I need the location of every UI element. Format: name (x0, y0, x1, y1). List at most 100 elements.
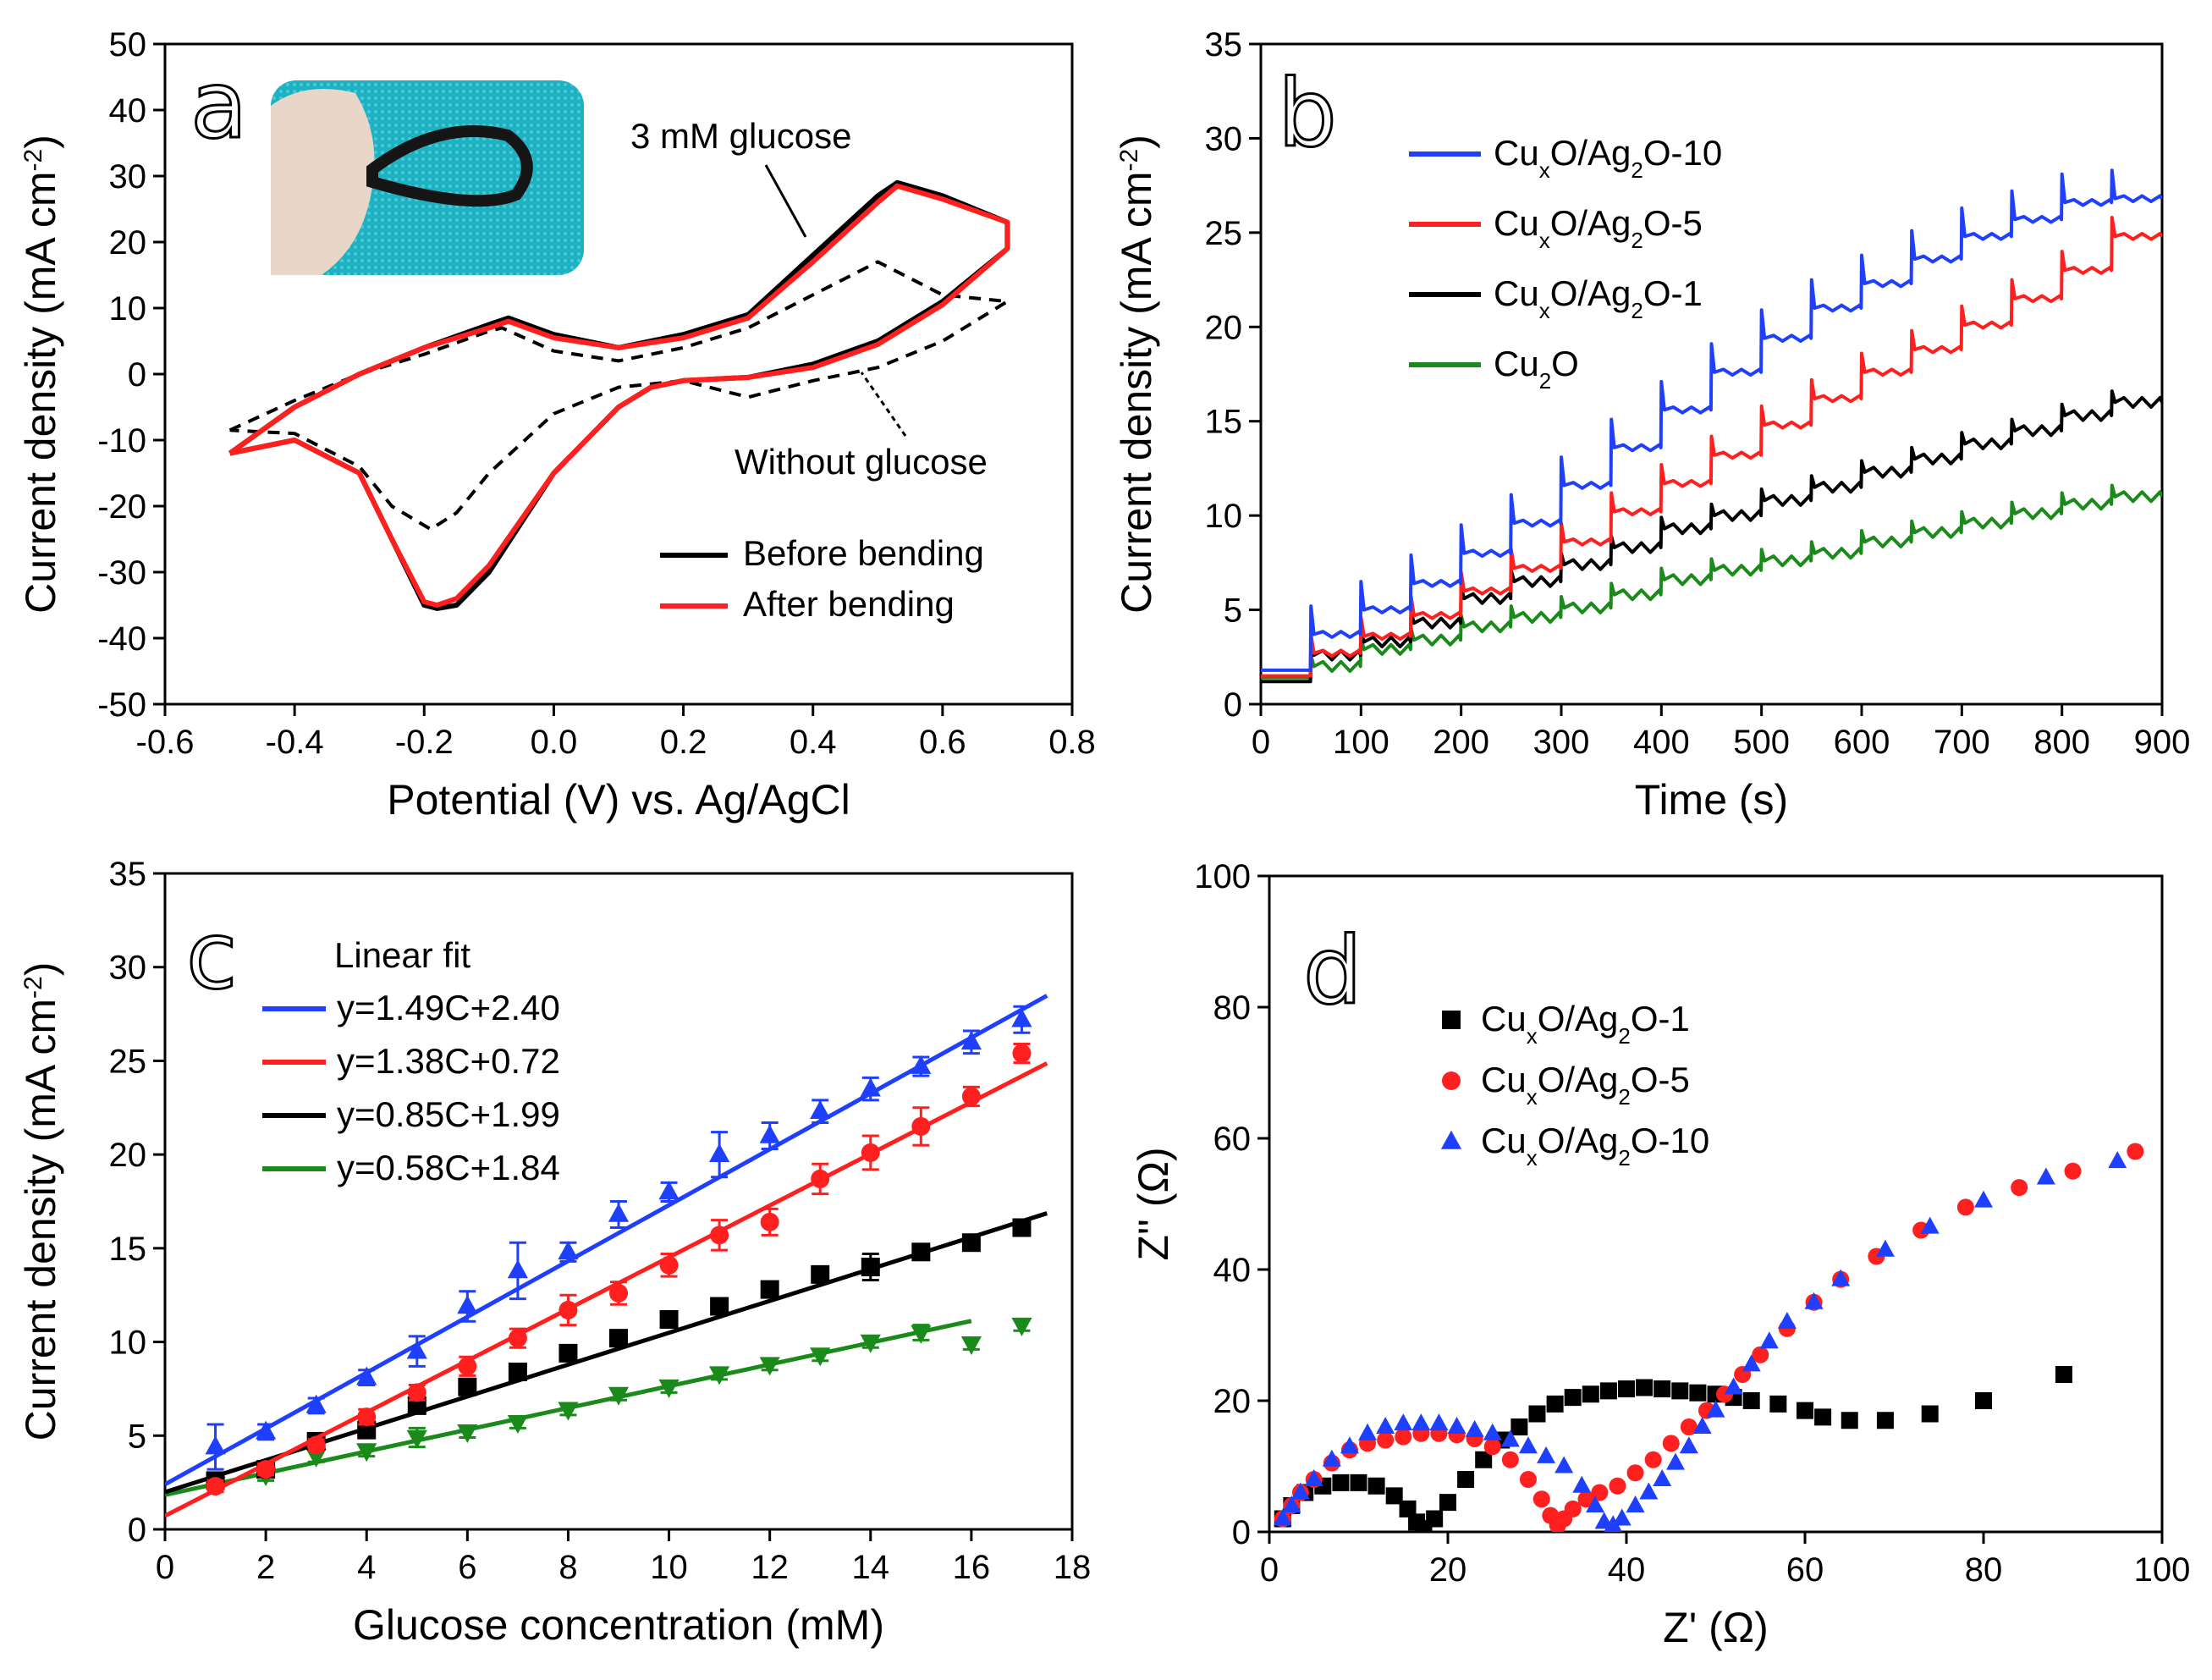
data-point (1322, 1449, 1341, 1467)
data-point (2036, 1167, 2055, 1185)
x-tick-label: 14 (852, 1549, 890, 1586)
x-tick-label: 10 (650, 1549, 688, 1586)
data-point (1921, 1405, 1939, 1423)
data-point (608, 1386, 630, 1406)
data-point (1411, 1413, 1431, 1431)
y-tick-label: 5 (1224, 592, 1242, 630)
x-tick-label: -0.4 (266, 724, 324, 761)
data-point (256, 1420, 277, 1440)
legend-label: y=0.85C+1.99 (337, 1094, 560, 1134)
panel-a-chart: -0.6 -0.4 -0.2 0.0 0.2 0.4 0.6 0.8 -50 -40 -30 -20 -… (17, 26, 1096, 823)
x-tick-label: 700 (1934, 724, 1990, 761)
data-point (1554, 1456, 1574, 1473)
x-tick-label: 400 (1633, 724, 1690, 761)
y-tick-label: 15 (109, 1231, 147, 1268)
x-tick-label: 6 (458, 1549, 476, 1586)
x-tick-label: 18 (1054, 1549, 1092, 1586)
data-point (608, 1203, 630, 1222)
data-point (860, 1077, 881, 1097)
data-point (1841, 1412, 1858, 1429)
data-point (1797, 1402, 1813, 1419)
data-point (507, 1259, 528, 1279)
data-point (1376, 1417, 1395, 1434)
data-point (1875, 1239, 1895, 1257)
data-point (357, 1407, 377, 1427)
data-point (1012, 1218, 1032, 1237)
data-point (1483, 1423, 1502, 1440)
data-point (2064, 1162, 2082, 1180)
data-point (1679, 1436, 1698, 1454)
data-point (1304, 1469, 1323, 1486)
data-point (1546, 1395, 1564, 1413)
data-point (1367, 1477, 1385, 1495)
data-point (1519, 1471, 1537, 1488)
data-point (1011, 1008, 1032, 1027)
y-tick-label: 60 (1213, 1121, 1252, 1158)
data-point (659, 1255, 679, 1275)
data-point (1577, 1490, 1595, 1508)
x-tick-label: 100 (1333, 724, 1389, 761)
data-point (406, 1429, 427, 1449)
data-point (911, 1116, 931, 1136)
x-tick-label: 900 (2134, 724, 2191, 761)
data-point (306, 1435, 326, 1455)
data-point (1742, 1392, 1760, 1409)
x-tick-label: 16 (953, 1549, 991, 1586)
data-point (558, 1241, 579, 1260)
data-point (1599, 1382, 1617, 1400)
series-line-cu2o (1261, 483, 2162, 680)
data-point (1399, 1500, 1417, 1518)
x-tick-label: 0 (156, 1549, 174, 1586)
data-point (407, 1383, 426, 1402)
x-tick-label: 40 (1608, 1551, 1646, 1589)
x-tick-label: 0.8 (1048, 724, 1096, 761)
x-tick-label: 0.4 (790, 724, 837, 761)
data-point (810, 1347, 831, 1367)
x-tick-label: 20 (1429, 1551, 1467, 1589)
data-point (1483, 1438, 1501, 1456)
x-tick-label: 500 (1733, 724, 1790, 761)
data-point (1653, 1380, 1671, 1398)
y-tick-label: 20 (109, 1137, 147, 1174)
y-tick-label: 25 (1205, 215, 1243, 252)
data-point (1447, 1417, 1466, 1434)
data-point (1518, 1436, 1538, 1454)
plot-frame (1268, 874, 2164, 1534)
data-point (709, 1366, 730, 1385)
y-tick-label: 0 (128, 1512, 146, 1549)
data-point (1604, 1515, 1623, 1532)
panel-letter: c (186, 901, 237, 1010)
x-tick-label: 4 (357, 1549, 376, 1586)
annotation-without-glucose: Without glucose (735, 442, 988, 482)
x-tick-label: 600 (1834, 724, 1890, 761)
plot-frame (1259, 42, 2164, 706)
y-tick-label: 100 (1194, 858, 1251, 895)
y-tick-label: 30 (109, 950, 147, 987)
y-tick-label: 80 (1213, 989, 1252, 1027)
data-point (1572, 1475, 1592, 1493)
x-tick-label: 0 (1260, 1551, 1279, 1589)
data-point (1724, 1377, 1743, 1395)
y-tick-label: 30 (109, 158, 147, 196)
legend-label: CuxO/Ag2O-10 (1494, 133, 1722, 183)
data-point (1653, 1469, 1672, 1486)
series-line-cuxo/ag2o-10 (1261, 168, 2162, 672)
data-point (911, 1325, 932, 1344)
panel-c-chart: 0 2 4 6 8 10 12 14 16 18 0 5 10 15 20 25 30 35 Glucose con… (17, 856, 1091, 1649)
data-point (1814, 1408, 1832, 1426)
data-point (559, 1343, 578, 1363)
data-point (1706, 1400, 1725, 1418)
data-point (406, 1340, 427, 1359)
data-point (1500, 1429, 1520, 1447)
y-tick-label: 0 (1232, 1514, 1251, 1551)
data-point (609, 1284, 628, 1303)
data-point (1457, 1471, 1475, 1488)
y-axis-title: Current density (mA cm-2) (1113, 135, 1160, 614)
data-point (1394, 1413, 1413, 1431)
panel-letter: a (190, 51, 247, 159)
data-point (1662, 1435, 1680, 1452)
data-point (1395, 1428, 1412, 1446)
data-point (1752, 1346, 1769, 1363)
panel-b-chart: 0 100 200 300 400 500 600 700 800 900 0 5 10 15 20 25 30… (1113, 26, 2190, 823)
data-point (1831, 1269, 1851, 1286)
